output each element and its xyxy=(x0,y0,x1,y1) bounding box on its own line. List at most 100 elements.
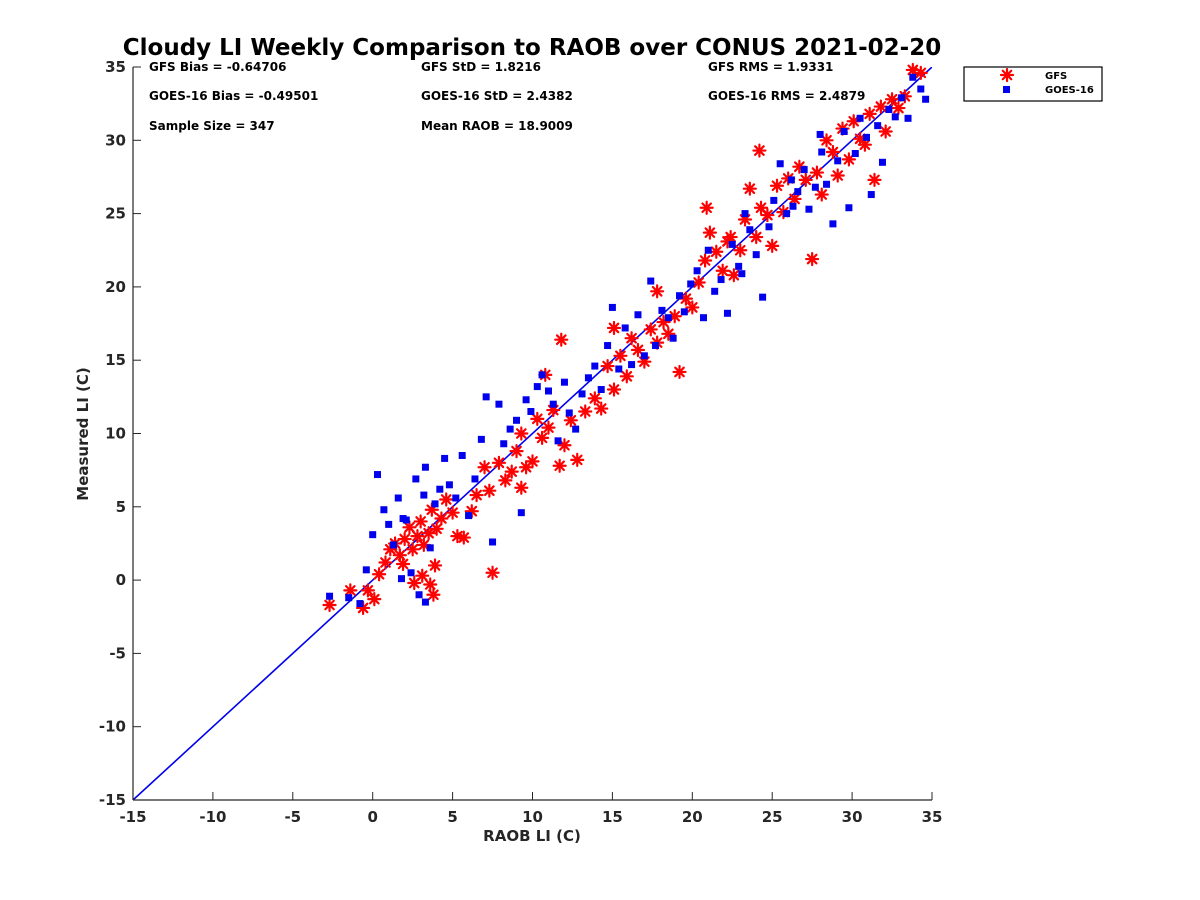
goes16-point xyxy=(380,506,388,514)
goes16-point xyxy=(704,246,712,254)
gfs-point xyxy=(469,487,484,503)
gfs-point xyxy=(530,411,545,426)
goes16-point xyxy=(652,342,660,350)
goes16-std-text: GOES-16 StD = 2.4382 xyxy=(421,89,573,103)
goes16-point xyxy=(647,277,655,285)
gfs-point xyxy=(619,369,634,384)
gfs-point xyxy=(600,358,615,374)
y-tick-label: 15 xyxy=(105,351,126,369)
goes16-point xyxy=(482,393,490,401)
goes16-point xyxy=(640,352,648,360)
y-tick-label: 35 xyxy=(105,58,126,76)
gfs-point xyxy=(367,592,382,607)
gfs-point xyxy=(752,143,767,158)
goes16-point xyxy=(680,308,688,316)
goes16-point xyxy=(373,471,381,479)
goes16-point xyxy=(615,365,623,373)
gfs-point xyxy=(378,555,393,570)
gfs-point xyxy=(594,401,609,416)
goes16-point xyxy=(746,226,754,234)
goes16-point xyxy=(794,188,802,196)
goes16-point xyxy=(533,383,541,391)
gfs-point xyxy=(726,268,741,283)
goes16-point xyxy=(922,95,930,103)
gfs-rms-text: GFS RMS = 1.9331 xyxy=(708,60,833,74)
gfs-point xyxy=(587,391,602,406)
gfs-point xyxy=(514,480,529,495)
stats-box: GFS Bias = -0.64706 GFS StD = 1.8216 GFS… xyxy=(149,60,865,133)
gfs-point xyxy=(477,460,492,475)
gfs-point xyxy=(709,244,724,259)
goes16-point xyxy=(407,569,415,577)
gfs-point xyxy=(413,514,428,529)
x-tick-label: -10 xyxy=(199,808,226,826)
goes16-point xyxy=(693,267,701,275)
goes16-point xyxy=(621,324,629,332)
goes16-point xyxy=(834,157,842,165)
gfs-point xyxy=(805,251,820,267)
goes16-point xyxy=(856,114,864,122)
goes16-point xyxy=(759,293,767,301)
x-tick-label: 30 xyxy=(842,808,863,826)
goes16-point xyxy=(458,451,466,459)
goes16-point xyxy=(597,386,605,394)
y-tick-label: -5 xyxy=(109,644,126,662)
goes16-point xyxy=(578,390,586,398)
gfs-point xyxy=(504,464,519,479)
goes16-point xyxy=(789,202,797,210)
gfs-point xyxy=(873,99,888,114)
goes16-point xyxy=(394,494,402,502)
goes16-point xyxy=(770,196,778,204)
x-axis-label: RAOB LI (C) xyxy=(483,827,581,845)
goes16-point xyxy=(829,220,837,228)
x-tick-label: 10 xyxy=(522,808,543,826)
goes16-point xyxy=(471,475,479,483)
goes16-point xyxy=(862,133,870,141)
goes16-series xyxy=(326,73,930,608)
goes16-point xyxy=(776,160,784,168)
goes16-point xyxy=(584,374,592,382)
goes16-point xyxy=(628,361,636,369)
y-tick-label: 10 xyxy=(105,425,126,443)
goes16-point xyxy=(362,566,370,574)
gfs-point xyxy=(814,187,829,202)
gfs-point xyxy=(742,181,757,196)
goes16-point xyxy=(591,362,599,370)
goes16-point xyxy=(397,575,405,583)
y-tick-label: 30 xyxy=(105,131,126,149)
gfs-point xyxy=(429,521,444,536)
goes16-point xyxy=(658,306,666,314)
gfs-point xyxy=(733,243,748,258)
gfs-point xyxy=(525,454,540,469)
goes16-point xyxy=(904,114,912,122)
y-tick-label: 5 xyxy=(116,498,126,516)
goes16-point xyxy=(898,94,906,102)
goes16-point xyxy=(415,591,423,599)
goes16-point xyxy=(699,314,707,322)
gfs-point xyxy=(498,473,513,488)
goes16-point xyxy=(885,106,893,114)
goes16-point xyxy=(560,378,568,386)
goes16-point xyxy=(385,520,393,528)
goes16-point xyxy=(891,113,899,121)
goes16-point xyxy=(823,180,831,188)
goes16-point xyxy=(805,205,813,213)
gfs-point xyxy=(343,583,358,598)
legend-gfs-label: GFS xyxy=(1045,71,1067,82)
goes16-point xyxy=(787,176,795,184)
x-tick-label: 15 xyxy=(602,808,623,826)
gfs-point xyxy=(699,200,714,215)
goes16-point xyxy=(816,130,824,138)
gfs-point xyxy=(439,492,454,507)
gfs-point xyxy=(613,348,628,363)
x-tick-label: 20 xyxy=(682,808,703,826)
chart-title: Cloudy LI Weekly Comparison to RAOB over… xyxy=(123,35,941,61)
x-axis-ticks: -15 -10 -5 0 5 10 15 20 25 30 35 xyxy=(119,792,942,826)
gfs-point xyxy=(769,178,785,193)
goes16-point xyxy=(728,240,736,248)
gfs-point xyxy=(691,275,706,290)
legend-goes16-marker xyxy=(1003,86,1010,93)
gfs-point xyxy=(685,300,700,315)
goes16-point xyxy=(452,494,460,502)
